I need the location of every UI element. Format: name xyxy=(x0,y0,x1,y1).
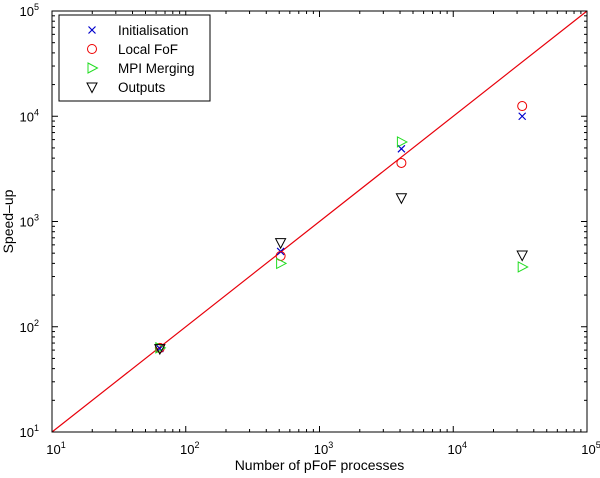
x-tick-label: 104 xyxy=(448,440,467,457)
y-tick-label: 104 xyxy=(20,107,39,124)
legend-box xyxy=(58,14,211,102)
legend-label-mpi-merging: MPI Merging xyxy=(118,61,195,76)
mpi-merging-point xyxy=(517,261,529,273)
y-axis: 101 102 103 104 105 xyxy=(20,2,587,440)
local-fof-point xyxy=(517,101,528,112)
x-axis: 101 102 103 104 105 xyxy=(46,11,600,457)
y-tick-label: 102 xyxy=(20,318,39,335)
legend: Initialisation Local FoF MPI Merging Output… xyxy=(58,14,211,102)
initialisation-point xyxy=(518,112,527,121)
outputs-point xyxy=(274,238,287,250)
x-tick-label: 103 xyxy=(314,440,333,457)
x-tick-label: 105 xyxy=(581,440,600,457)
legend-marker-local-fof xyxy=(87,44,97,54)
local-fof-point xyxy=(396,157,407,168)
legend-label-outputs: Outputs xyxy=(118,80,166,95)
x-axis-label: Number of pFoF processes xyxy=(235,457,405,473)
outputs-point xyxy=(153,344,166,356)
data-points xyxy=(153,101,529,356)
legend-label-local-fof: Local FoF xyxy=(118,42,178,57)
mpi-merging-point xyxy=(396,136,408,148)
y-tick-label: 105 xyxy=(20,2,39,19)
legend-marker-mpi-merging xyxy=(87,62,99,74)
mpi-merging-point xyxy=(155,342,167,354)
mpi-merging-point xyxy=(276,257,288,270)
ideal-speedup-line xyxy=(51,10,588,433)
outputs-point xyxy=(516,250,529,262)
legend-marker-initialisation xyxy=(88,26,96,34)
legend-marker-outputs xyxy=(86,82,98,94)
legend-label-initialisation: Initialisation xyxy=(118,23,189,38)
outputs-point xyxy=(395,193,408,205)
x-tick-label: 101 xyxy=(46,440,65,457)
y-tick-label: 103 xyxy=(20,213,39,230)
y-tick-label: 101 xyxy=(20,423,39,440)
x-tick-label: 102 xyxy=(180,440,199,457)
y-axis-label: Speed–up xyxy=(0,189,16,253)
